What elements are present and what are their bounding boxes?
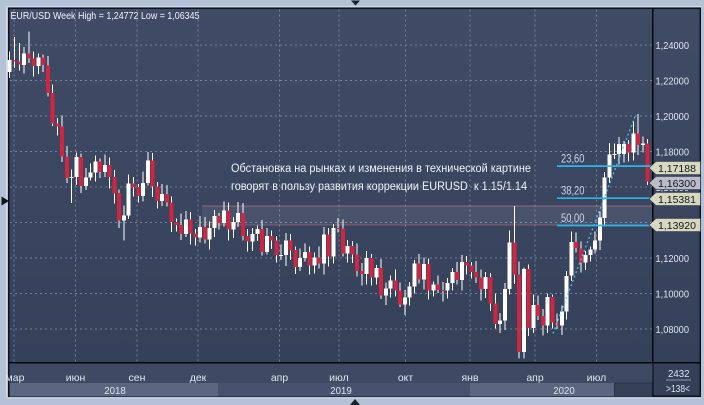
svg-text:говорят в пользу развития корр: говорят в пользу развития коррекции EURU… [231,181,528,193]
svg-text:1,22000: 1,22000 [656,76,690,88]
svg-text:апр: апр [271,372,289,384]
svg-text:Обстановка на рынках и изменен: Обстановка на рынках и изменения в техни… [231,163,531,175]
svg-text:2019: 2019 [330,385,352,397]
svg-text:1,24000: 1,24000 [656,40,690,52]
svg-text:EUR/USD Week High = 1,24772 Lo: EUR/USD Week High = 1,24772 Low = 1,0634… [11,10,200,22]
svg-text:2018: 2018 [104,385,126,397]
svg-text:1,12000: 1,12000 [656,253,690,265]
svg-text:38,20: 38,20 [561,184,585,198]
svg-text:50,00: 50,00 [561,211,585,225]
svg-text:1,10000: 1,10000 [656,289,690,301]
svg-text:>138<: >138< [666,383,690,395]
svg-text:июл: июл [329,372,349,384]
svg-text:1,16300: 1,16300 [658,178,696,190]
svg-text:окт: окт [398,372,414,384]
svg-text:июл: июл [587,372,607,384]
svg-text:23,60: 23,60 [561,152,585,166]
svg-text:1,17188: 1,17188 [658,163,696,175]
svg-text:апр: апр [526,372,544,384]
svg-text:1,08000: 1,08000 [656,324,690,336]
svg-text:1,18000: 1,18000 [656,147,690,159]
svg-text:янв: янв [461,372,478,384]
svg-text:1,15381: 1,15381 [658,194,696,206]
svg-text:2020: 2020 [553,385,575,397]
svg-text:1,13920: 1,13920 [658,220,696,232]
svg-text:2432: 2432 [668,368,690,380]
svg-text:1,20000: 1,20000 [656,111,690,123]
svg-text:мар: мар [6,372,25,384]
svg-text:дек: дек [190,372,207,384]
svg-text:сен: сен [129,372,146,384]
svg-text:июн: июн [66,372,86,384]
